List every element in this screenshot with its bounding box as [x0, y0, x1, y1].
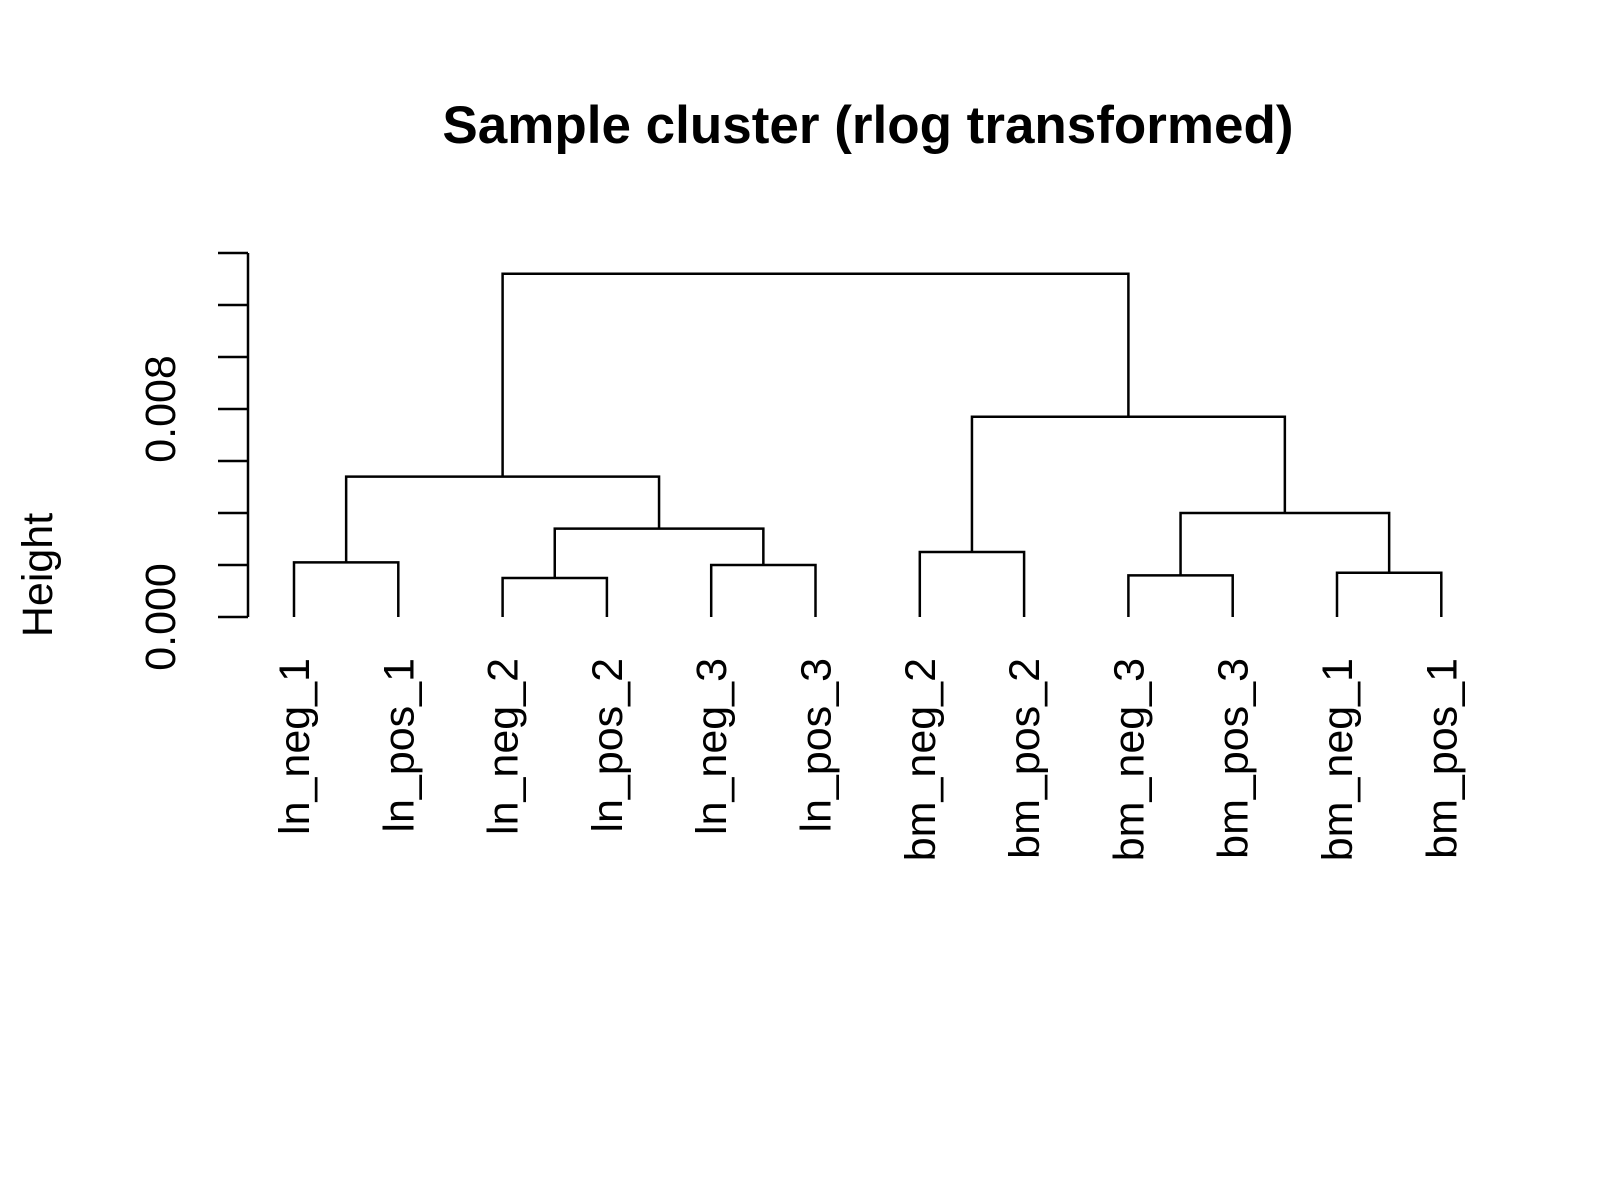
y-tick-label: 0.000 — [137, 563, 185, 671]
leaf-label: ln_neg_2 — [480, 658, 528, 835]
dendrogram-link-m2 — [501, 576, 609, 617]
leaf-label: ln_pos_1 — [375, 658, 423, 833]
dendrogram-link-m1 — [292, 561, 400, 617]
leaf-labels: ln_neg_1 ln_pos_1 ln_neg_2 ln_pos_2 ln_neg_3… — [271, 658, 1466, 861]
dendrogram-link-m8 — [1335, 571, 1443, 617]
dendrogram-link-m3 — [709, 563, 817, 617]
y-axis-label: Height — [14, 513, 62, 637]
chart-title: Sample cluster (rlog transformed) — [442, 96, 1293, 155]
dendrogram-link-m7 — [1127, 574, 1234, 617]
dendrogram-link-m5 — [344, 475, 661, 563]
dendrogram-link-m4 — [553, 527, 765, 578]
leaf-label: ln_neg_1 — [271, 658, 319, 835]
dendrogram-link-m11 — [501, 272, 1130, 477]
dendrogram-links — [292, 272, 1443, 617]
leaf-label: bm_neg_1 — [1314, 658, 1362, 861]
leaf-label: bm_neg_2 — [897, 658, 945, 861]
y-axis: 0.000 0.008 — [137, 251, 250, 671]
leaf-label: ln_neg_3 — [688, 658, 736, 835]
leaf-label: bm_neg_3 — [1105, 658, 1153, 861]
leaf-label: ln_pos_2 — [584, 658, 632, 833]
y-tick-label: 0.008 — [137, 355, 185, 463]
leaf-label: bm_pos_3 — [1210, 658, 1258, 859]
leaf-label: bm_pos_1 — [1418, 658, 1466, 859]
dendrogram-link-m9 — [1179, 511, 1391, 576]
leaf-label: ln_pos_3 — [793, 658, 841, 833]
dendrogram-link-m6 — [918, 550, 1026, 617]
dendrogram-link-m10 — [970, 415, 1287, 552]
leaf-label: bm_pos_2 — [1001, 658, 1049, 859]
